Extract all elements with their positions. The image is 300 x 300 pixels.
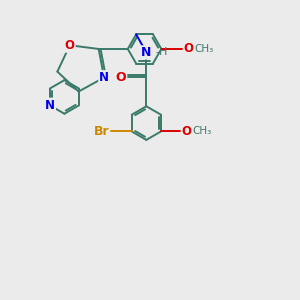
Text: N: N xyxy=(99,71,109,84)
Text: Br: Br xyxy=(94,125,110,138)
Text: CH₃: CH₃ xyxy=(193,127,212,136)
Text: -H: -H xyxy=(156,47,168,57)
Text: N: N xyxy=(45,99,55,112)
Text: O: O xyxy=(182,125,191,138)
Text: CH₃: CH₃ xyxy=(195,44,214,54)
Text: O: O xyxy=(115,71,126,84)
Text: O: O xyxy=(183,43,194,56)
Text: N: N xyxy=(141,46,152,59)
Text: O: O xyxy=(65,39,75,52)
